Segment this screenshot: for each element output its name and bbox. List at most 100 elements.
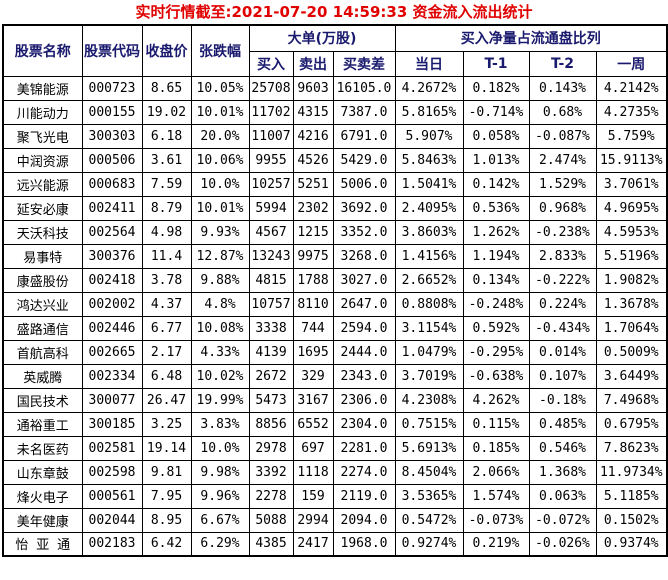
ratio-today-cell: 8.4504%: [394, 459, 464, 485]
stock-row: 首航高科 002665 2.17 4.33% 4139 1695 2444.0 1.0479%…: [2, 339, 668, 365]
buy-volume-cell: 4567: [248, 219, 294, 245]
ratio-today-cell: 2.4095%: [394, 195, 464, 221]
change-pct-cell: 10.05%: [190, 75, 250, 101]
stock-code-cell[interactable]: 300376: [81, 243, 143, 269]
stock-name-cell[interactable]: 天沃科技: [2, 219, 83, 245]
stock-name-cell[interactable]: 国民技术: [2, 387, 83, 413]
change-pct-cell: 10.08%: [190, 315, 250, 341]
ratio-today-cell: 3.1154%: [394, 315, 464, 341]
close-price-cell: 8.95: [141, 507, 192, 533]
stock-code-cell[interactable]: 000506: [81, 147, 143, 173]
stock-code-cell[interactable]: 300077: [81, 387, 143, 413]
stock-row: 鸿达兴业 002002 4.37 4.8% 10757 8110 2647.0 0.8808%…: [2, 291, 668, 317]
ratio-week-cell: 4.9695%: [595, 195, 668, 221]
stock-code-cell[interactable]: 002334: [81, 363, 143, 389]
close-price-cell: 8.65: [141, 75, 192, 101]
change-pct-cell: 10.0%: [190, 171, 250, 197]
ratio-today-cell: 0.9274%: [394, 531, 464, 557]
sell-volume-cell: 744: [292, 315, 334, 341]
stock-row: 美锦能源 000723 8.65 10.05% 25708 9603 16105.0 4.26…: [2, 75, 668, 101]
buy-sell-diff-cell: 2274.0: [332, 459, 396, 485]
stock-row: 中润资源 000506 3.61 10.06% 9955 4526 5429.0 5.8463…: [2, 147, 668, 173]
buy-volume-cell: 9955: [248, 147, 294, 173]
buy-volume-cell: 5088: [248, 507, 294, 533]
stock-row: 烽火电子 000561 7.95 9.96% 2278 159 2119.0 3.5365% 1…: [2, 483, 668, 509]
stock-name-cell[interactable]: 中润资源: [2, 147, 83, 173]
stock-code-cell[interactable]: 002183: [81, 531, 143, 557]
ratio-t1-cell: 0.142%: [462, 171, 530, 197]
ratio-t1-cell: 2.066%: [462, 459, 530, 485]
stock-name-cell[interactable]: 美年健康: [2, 507, 83, 533]
stock-name-cell[interactable]: 鸿达兴业: [2, 291, 83, 317]
ratio-week-cell: 0.1502%: [595, 507, 668, 533]
ratio-t2-cell: 0.68%: [528, 99, 597, 125]
ratio-t1-cell: 0.182%: [462, 75, 530, 101]
stock-code-cell[interactable]: 002665: [81, 339, 143, 365]
stock-code-cell[interactable]: 002411: [81, 195, 143, 221]
buy-sell-diff-cell: 16105.0: [332, 75, 396, 101]
stock-name-cell[interactable]: 烽火电子: [2, 483, 83, 509]
stock-code-cell[interactable]: 002581: [81, 435, 143, 461]
report-window: 实时行情截至:2021-07-20 14:59:33 资金流入流出统计 股票名称…: [2, 3, 668, 557]
buy-sell-diff-cell: 2281.0: [332, 435, 396, 461]
stock-code-cell[interactable]: 000155: [81, 99, 143, 125]
stock-name-cell[interactable]: 英威腾: [2, 363, 83, 389]
ratio-week-cell: 5.5196%: [595, 243, 668, 269]
stock-name-cell[interactable]: 易事特: [2, 243, 83, 269]
close-price-cell: 6.42: [141, 531, 192, 557]
buy-volume-cell: 3392: [248, 459, 294, 485]
buy-volume-cell: 13243: [248, 243, 294, 269]
stock-name-cell[interactable]: 康盛股份: [2, 267, 83, 293]
stock-name-cell[interactable]: 川能动力: [2, 99, 83, 125]
stock-code-cell[interactable]: 002446: [81, 315, 143, 341]
buy-volume-cell: 4139: [248, 339, 294, 365]
sell-volume-cell: 159: [292, 483, 334, 509]
stock-code-cell[interactable]: 000723: [81, 75, 143, 101]
ratio-week-cell: 3.7061%: [595, 171, 668, 197]
ratio-today-cell: 1.5041%: [394, 171, 464, 197]
stock-name-cell[interactable]: 通裕重工: [2, 411, 83, 437]
stock-code-cell[interactable]: 000561: [81, 483, 143, 509]
sell-volume-cell: 1788: [292, 267, 334, 293]
change-pct-cell: 19.99%: [190, 387, 250, 413]
ratio-t1-cell: -0.714%: [462, 99, 530, 125]
buy-sell-diff-cell: 2594.0: [332, 315, 396, 341]
stock-code-cell[interactable]: 002564: [81, 219, 143, 245]
stock-name-cell[interactable]: 美锦能源: [2, 75, 83, 101]
col-header-t1: T-1: [462, 50, 530, 77]
buy-volume-cell: 10257: [248, 171, 294, 197]
stock-name-cell[interactable]: 山东章鼓: [2, 459, 83, 485]
stock-name-cell[interactable]: 未名医药: [2, 435, 83, 461]
stock-code-cell[interactable]: 002418: [81, 267, 143, 293]
sell-volume-cell: 1695: [292, 339, 334, 365]
stock-code-cell[interactable]: 002044: [81, 507, 143, 533]
buy-sell-diff-cell: 5429.0: [332, 147, 396, 173]
ratio-t2-cell: -0.238%: [528, 219, 597, 245]
stock-name-cell[interactable]: 首航高科: [2, 339, 83, 365]
stock-code-cell[interactable]: 002002: [81, 291, 143, 317]
change-pct-cell: 9.88%: [190, 267, 250, 293]
buy-sell-diff-cell: 2304.0: [332, 411, 396, 437]
sell-volume-cell: 9975: [292, 243, 334, 269]
close-price-cell: 6.18: [141, 123, 192, 149]
stock-code-cell[interactable]: 002598: [81, 459, 143, 485]
stock-name-cell[interactable]: 延安必康: [2, 195, 83, 221]
ratio-t2-cell: 0.968%: [528, 195, 597, 221]
sell-volume-cell: 2302: [292, 195, 334, 221]
col-group-big-orders: 大单(万股): [248, 24, 396, 52]
stock-code-cell[interactable]: 000683: [81, 171, 143, 197]
stock-name-cell[interactable]: 怡 亚 通: [2, 531, 83, 557]
sell-volume-cell: 2994: [292, 507, 334, 533]
buy-sell-diff-cell: 7387.0: [332, 99, 396, 125]
stock-code-cell[interactable]: 300303: [81, 123, 143, 149]
stock-row: 怡 亚 通 002183 6.42 6.29% 4385 2417 1968.0 0.9274…: [2, 531, 668, 557]
buy-sell-diff-cell: 2343.0: [332, 363, 396, 389]
stock-code-cell[interactable]: 300185: [81, 411, 143, 437]
close-price-cell: 7.59: [141, 171, 192, 197]
stock-name-cell[interactable]: 盛路通信: [2, 315, 83, 341]
stock-name-cell[interactable]: 远兴能源: [2, 171, 83, 197]
sell-volume-cell: 2417: [292, 531, 334, 557]
stock-name-cell[interactable]: 聚飞光电: [2, 123, 83, 149]
col-header-today: 当日: [394, 50, 464, 77]
ratio-week-cell: 11.9734%: [595, 459, 668, 485]
